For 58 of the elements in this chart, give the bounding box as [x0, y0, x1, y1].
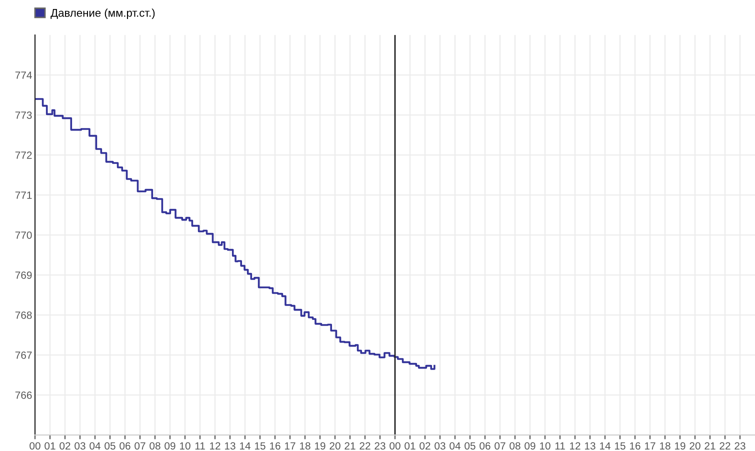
x-tick-label: 21	[344, 442, 356, 450]
x-tick-label: 00	[30, 442, 40, 450]
x-tick-label: 10	[180, 442, 190, 450]
x-tick-label: 19	[315, 442, 326, 450]
x-tick-label: 06	[120, 442, 130, 450]
x-tick-label: 11	[195, 442, 205, 450]
x-tick-label: 17	[645, 442, 656, 450]
x-tick-label: 19	[675, 442, 686, 450]
x-tick-label: 13	[225, 442, 236, 450]
y-tick-label: 770	[15, 232, 32, 239]
x-tick-label: 07	[134, 442, 146, 450]
x-tick-label: 12	[570, 442, 580, 450]
x-tick-label: 03	[74, 442, 86, 450]
x-tick-label: 14	[600, 442, 610, 450]
x-tick-label: 12	[210, 442, 220, 450]
y-tick-label: 774	[15, 72, 32, 79]
x-tick-label: 14	[240, 442, 250, 450]
x-tick-label: 01	[44, 442, 56, 450]
x-tick-label: 09	[524, 442, 536, 450]
x-tick-label: 02	[60, 442, 70, 450]
x-tick-label: 22	[360, 442, 370, 450]
y-tick-label: 767	[15, 352, 32, 359]
x-tick-label: 01	[404, 442, 416, 450]
y-tick-label: 772	[15, 152, 32, 159]
x-tick-label: 21	[704, 442, 716, 450]
x-tick-label: 23	[374, 442, 386, 450]
x-tick-label: 15	[615, 442, 626, 450]
x-tick-label: 20	[690, 442, 700, 450]
x-tick-label: 00	[390, 442, 400, 450]
x-tick-label: 10	[540, 442, 550, 450]
legend-label: Давление (мм.рт.ст.)	[50, 8, 155, 19]
x-tick-label: 17	[285, 442, 296, 450]
x-tick-label: 16	[270, 442, 280, 450]
x-tick-label: 03	[434, 442, 446, 450]
x-tick-label: 04	[450, 442, 460, 450]
x-tick-label: 11	[555, 442, 565, 450]
x-tick-label: 07	[494, 442, 506, 450]
x-tick-label: 09	[164, 442, 176, 450]
y-tick-label: 766	[15, 392, 32, 399]
y-tick-label: 769	[15, 272, 32, 279]
y-tick-label: 773	[15, 112, 32, 119]
y-tick-label: 771	[15, 192, 32, 199]
x-tick-label: 13	[585, 442, 596, 450]
x-tick-label: 22	[720, 442, 730, 450]
x-tick-label: 20	[330, 442, 340, 450]
x-tick-label: 23	[734, 442, 746, 450]
x-tick-label: 05	[464, 442, 476, 450]
y-tick-label: 768	[15, 312, 32, 319]
x-tick-label: 04	[90, 442, 100, 450]
x-tick-label: 08	[150, 442, 160, 450]
x-tick-label: 16	[630, 442, 640, 450]
x-tick-label: 02	[420, 442, 430, 450]
x-tick-label: 06	[480, 442, 490, 450]
x-tick-label: 08	[510, 442, 520, 450]
x-tick-label: 15	[255, 442, 266, 450]
x-tick-label: 18	[300, 442, 310, 450]
x-tick-label: 05	[104, 442, 116, 450]
x-tick-label: 18	[660, 442, 670, 450]
